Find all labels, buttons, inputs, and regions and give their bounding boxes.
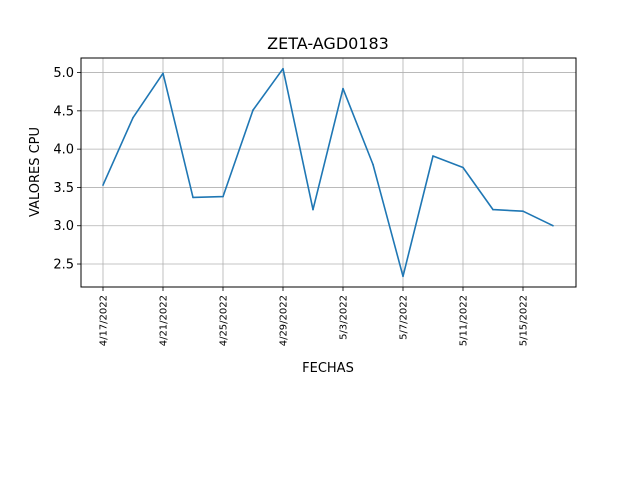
y-axis: 2.5 3.0 3.5 4.0 4.5 5.0 — [53, 66, 81, 273]
data-point — [102, 184, 104, 186]
y-tick-label: 4.5 — [53, 104, 74, 119]
y-tick-label: 5.0 — [53, 66, 74, 81]
series-line — [102, 67, 554, 278]
data-point — [282, 67, 284, 70]
data-point — [522, 210, 524, 212]
x-tick-label: 4/25/2022 — [219, 295, 230, 346]
x-tick-label: 5/3/2022 — [339, 295, 350, 340]
y-tick-label: 3.5 — [53, 181, 74, 196]
data-point — [372, 163, 374, 166]
x-tick-label: 4/29/2022 — [279, 295, 290, 346]
x-tick-label: 4/17/2022 — [99, 295, 110, 346]
data-point — [402, 275, 404, 278]
data-point — [252, 109, 254, 111]
x-tick-label: 4/21/2022 — [159, 295, 170, 346]
data-point — [552, 224, 554, 227]
data-point — [462, 166, 464, 169]
data-point — [132, 116, 134, 119]
y-tick-label: 2.5 — [53, 258, 74, 273]
grid — [81, 58, 576, 287]
data-point — [162, 72, 164, 75]
x-tick-label: 5/15/2022 — [519, 295, 530, 346]
data-point — [342, 87, 344, 90]
x-tick-label: 5/7/2022 — [399, 295, 410, 340]
x-tick-label: 5/11/2022 — [459, 295, 470, 346]
x-axis-label: FECHAS — [302, 361, 354, 376]
data-point — [432, 155, 434, 157]
x-axis: 4/17/2022 4/21/2022 4/25/2022 4/29/2022 5/3/… — [99, 287, 530, 346]
data-point — [192, 196, 194, 199]
data-point — [492, 208, 494, 211]
series-layer — [102, 67, 554, 278]
y-tick-label: 3.0 — [53, 219, 74, 234]
chart-title: ZETA-AGD0183 — [267, 34, 389, 53]
y-axis-label: VALORES CPU — [28, 127, 43, 217]
y-tick-label: 4.0 — [53, 143, 74, 158]
data-point — [222, 195, 224, 198]
data-point — [312, 208, 314, 211]
plot-frame — [80, 57, 577, 288]
